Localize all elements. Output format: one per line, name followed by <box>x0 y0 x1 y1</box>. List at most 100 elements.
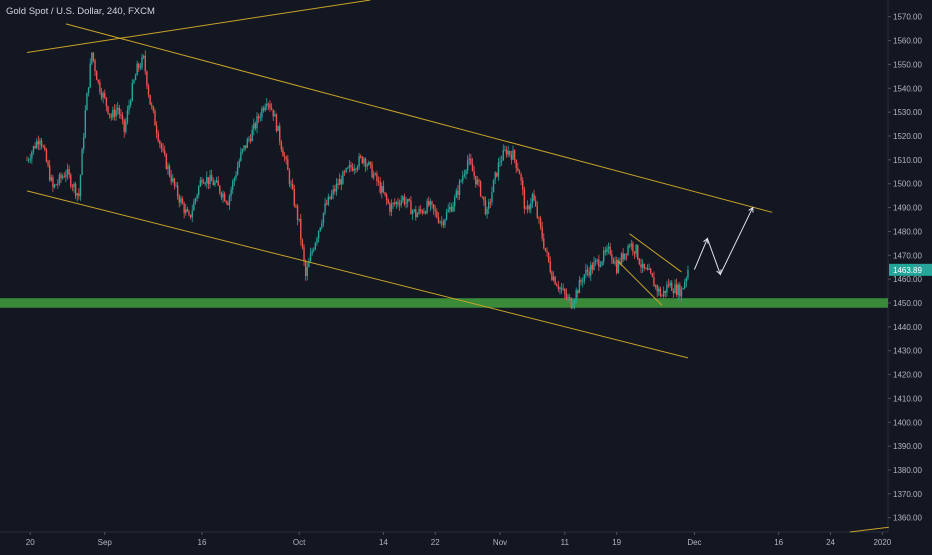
candle-body <box>326 203 328 205</box>
candle-body <box>345 168 347 172</box>
time-tick-label: Dec <box>687 538 701 547</box>
candle-body <box>319 227 321 231</box>
candle-body <box>473 171 475 176</box>
candle-body <box>360 156 362 158</box>
candle-body <box>603 250 605 262</box>
candle-body <box>121 115 124 120</box>
candle-body <box>91 52 93 64</box>
candle-body <box>494 172 496 180</box>
candle-body <box>436 211 438 218</box>
candle-body <box>659 288 662 296</box>
candle-body <box>624 253 626 260</box>
candle-body <box>201 179 203 183</box>
candle-body <box>557 286 560 289</box>
candle-body <box>253 123 255 130</box>
time-axis-ticks: 20 Sep 16 Oct 14 22 Nov 11 19 Dec 16 24 2020 <box>26 532 892 547</box>
candle-body <box>120 114 122 116</box>
candle-body <box>225 201 227 203</box>
projection-arrowhead <box>748 206 754 213</box>
candle-body <box>63 176 65 178</box>
candle-body <box>92 52 95 61</box>
candle-body <box>573 300 576 305</box>
candle-body <box>257 116 260 119</box>
candle-body <box>79 175 82 197</box>
candle-body <box>646 268 649 270</box>
candle-body <box>431 201 433 205</box>
candle-body <box>267 103 270 105</box>
candle-body <box>321 223 323 228</box>
candle-body <box>507 150 509 155</box>
candle-body <box>338 179 341 185</box>
candle-body <box>445 211 448 220</box>
time-tick-label: 16 <box>774 538 783 547</box>
candle-body <box>272 109 274 117</box>
candle-body <box>682 288 684 290</box>
candle-body <box>594 260 597 263</box>
candle-body <box>141 57 143 68</box>
candle-body <box>282 149 284 157</box>
candle-body <box>533 194 535 201</box>
candle-body <box>641 263 644 268</box>
candle-body <box>332 189 334 194</box>
candle-body <box>269 104 271 109</box>
candle-body <box>661 295 663 297</box>
candle-body <box>256 116 258 129</box>
candle-body <box>261 108 263 118</box>
candle-body <box>622 253 624 260</box>
candle-body <box>505 149 508 155</box>
price-tick-label: 1380.00 <box>893 466 922 475</box>
price-tick-label: 1420.00 <box>893 371 922 380</box>
candle-body <box>575 290 577 301</box>
time-tick-label: 22 <box>431 538 440 547</box>
candle-body <box>620 253 623 265</box>
candle-body <box>207 177 210 185</box>
candle-body <box>654 285 657 287</box>
candle-body <box>193 202 195 211</box>
candle-body <box>428 200 430 206</box>
candle-body <box>680 289 683 297</box>
candle-body <box>382 186 385 193</box>
candle-body <box>206 177 208 184</box>
candle-body <box>42 146 44 148</box>
candle-body <box>76 193 78 196</box>
candle-body <box>194 198 197 203</box>
candle-body <box>50 177 52 181</box>
candle-body <box>105 97 108 107</box>
candle-body <box>313 249 315 251</box>
candle-body <box>181 198 184 204</box>
candle-body <box>666 284 668 293</box>
candle-body <box>434 209 436 212</box>
candle-body <box>215 180 218 183</box>
candle-body <box>565 294 568 298</box>
candle-body <box>452 205 454 212</box>
candle-body <box>155 125 158 134</box>
candle-body <box>335 183 338 192</box>
candle-body <box>60 174 62 179</box>
candle-body <box>65 174 67 177</box>
candle-body <box>475 175 477 185</box>
candle-body <box>549 261 551 273</box>
candle-body <box>525 208 527 210</box>
candle-body <box>522 180 524 190</box>
candle-body <box>669 282 671 286</box>
candle-body <box>484 200 487 215</box>
candle-body <box>142 55 145 58</box>
candle-body <box>528 205 530 210</box>
candle-body <box>523 189 526 209</box>
candle-body <box>27 159 30 161</box>
candle-body <box>45 149 48 162</box>
candle-body <box>390 203 393 212</box>
candle-body <box>123 119 125 132</box>
candle-body <box>538 217 540 219</box>
candle-body <box>653 276 655 287</box>
candle-body <box>245 145 247 148</box>
candle-body <box>249 138 252 142</box>
candle-body <box>322 212 325 224</box>
chart-title: Gold Spot / U.S. Dollar, 240, FXCM <box>6 6 155 17</box>
candle-body <box>569 297 571 299</box>
candle-body <box>599 264 602 267</box>
candle-body <box>607 246 610 249</box>
candle-body <box>640 264 642 268</box>
candle-body <box>347 167 349 169</box>
candle-body <box>453 197 456 206</box>
